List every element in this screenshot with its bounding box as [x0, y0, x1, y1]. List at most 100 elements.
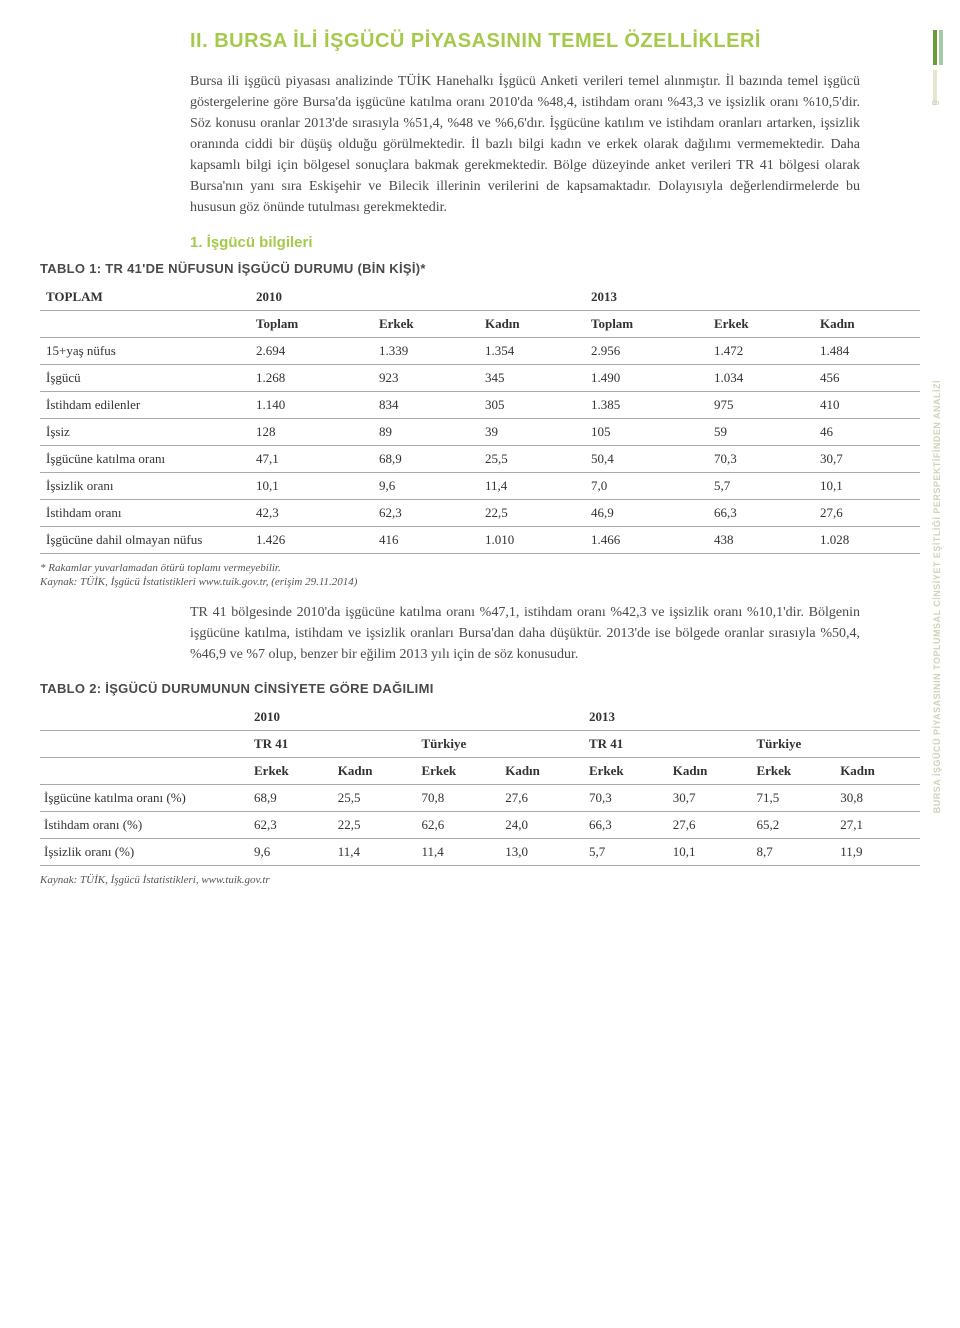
table-cell: 1.140 [250, 392, 373, 419]
t2-h2-c2: Türkiye [417, 731, 584, 758]
table-cell: 10,1 [669, 839, 753, 866]
table2-header-row1: 2010 2013 [40, 704, 920, 731]
table-cell: 1.268 [250, 365, 373, 392]
table2-header-row2: TR 41 Türkiye TR 41 Türkiye [40, 731, 920, 758]
table-cell: 1.385 [585, 392, 708, 419]
t2-h3-c5: Erkek [585, 758, 669, 785]
table-cell: İşgücüne katılma oranı [40, 446, 250, 473]
table-cell: 410 [814, 392, 920, 419]
table-cell: 47,1 [250, 446, 373, 473]
table-cell: 46,9 [585, 500, 708, 527]
table-cell: 105 [585, 419, 708, 446]
table-cell: 10,1 [814, 473, 920, 500]
table-cell: 11,4 [417, 839, 501, 866]
t2-h3-c3: Erkek [417, 758, 501, 785]
table-cell: 27,6 [814, 500, 920, 527]
table1-header-row1: TOPLAM 2010 2013 [40, 284, 920, 311]
table-cell: 25,5 [479, 446, 585, 473]
table1-h1-c1: 2010 [250, 284, 585, 311]
table-cell: 11,4 [334, 839, 418, 866]
table-cell: 24,0 [501, 812, 585, 839]
table-cell: İşgücüne katılma oranı (%) [40, 785, 250, 812]
table-cell: 30,8 [836, 785, 920, 812]
table-cell: 46 [814, 419, 920, 446]
table-cell: 65,2 [752, 812, 836, 839]
table-cell: 71,5 [752, 785, 836, 812]
table-cell: 834 [373, 392, 479, 419]
table-row: İstihdam oranı42,362,322,546,966,327,6 [40, 500, 920, 527]
table1-title: TABLO 1: TR 41'DE NÜFUSUN İŞGÜCÜ DURUMU … [40, 261, 920, 276]
table-cell: 5,7 [708, 473, 814, 500]
table1: TOPLAM 2010 2013 Toplam Erkek Kadın Topl… [40, 284, 920, 554]
t2-h3-c4: Kadın [501, 758, 585, 785]
t2-h3-c7: Erkek [752, 758, 836, 785]
table-cell: 1.466 [585, 527, 708, 554]
t2-h2-c4: Türkiye [752, 731, 920, 758]
table-cell: 975 [708, 392, 814, 419]
table-cell: İşsizlik oranı [40, 473, 250, 500]
table-row: İstihdam oranı (%)62,322,562,624,066,327… [40, 812, 920, 839]
table-cell: 50,4 [585, 446, 708, 473]
table-cell: İşgücü [40, 365, 250, 392]
table-cell: 345 [479, 365, 585, 392]
table1-h2-c0 [40, 311, 250, 338]
table1-h2-c2: Erkek [373, 311, 479, 338]
table-cell: 1.010 [479, 527, 585, 554]
table-cell: 8,7 [752, 839, 836, 866]
table1-h2-c6: Kadın [814, 311, 920, 338]
table-row: İşgücü1.2689233451.4901.034456 [40, 365, 920, 392]
t2-h3-c2: Kadın [334, 758, 418, 785]
table-cell: İstihdam edilenler [40, 392, 250, 419]
table-cell: İstihdam oranı [40, 500, 250, 527]
table-cell: 66,3 [585, 812, 669, 839]
table1-h1-c2: 2013 [585, 284, 920, 311]
table2-header-row3: Erkek Kadın Erkek Kadın Erkek Kadın Erke… [40, 758, 920, 785]
table-cell: 70,3 [708, 446, 814, 473]
table-cell: İşsizlik oranı (%) [40, 839, 250, 866]
t2-h1-c2: 2013 [585, 704, 920, 731]
side-publication-title: BURSA İŞGÜCÜ PİYASASININ TOPLUMSAL CİNSİ… [932, 380, 942, 813]
table-cell: 68,9 [250, 785, 334, 812]
table2: 2010 2013 TR 41 Türkiye TR 41 Türkiye Er… [40, 704, 920, 866]
table1-h1-c0: TOPLAM [40, 284, 250, 311]
table1-footnote2: Kaynak: TÜİK, İşgücü İstatistikleri www.… [40, 576, 920, 588]
t2-h2-c1: TR 41 [250, 731, 417, 758]
table2-footnote: Kaynak: TÜİK, İşgücü İstatistikleri, www… [40, 874, 920, 886]
table1-h2-c3: Kadın [479, 311, 585, 338]
table-cell: 1.472 [708, 338, 814, 365]
table-cell: 39 [479, 419, 585, 446]
table-cell: 1.034 [708, 365, 814, 392]
table-row: İşgücüne katılma oranı47,168,925,550,470… [40, 446, 920, 473]
table1-h2-c4: Toplam [585, 311, 708, 338]
table-cell: 62,3 [250, 812, 334, 839]
table-cell: 68,9 [373, 446, 479, 473]
table-cell: İstihdam oranı (%) [40, 812, 250, 839]
t2-h1-c0 [40, 704, 250, 731]
table-cell: 66,3 [708, 500, 814, 527]
table-cell: 59 [708, 419, 814, 446]
table-cell: 11,4 [479, 473, 585, 500]
table-cell: İşsiz [40, 419, 250, 446]
table-cell: 9,6 [373, 473, 479, 500]
table-cell: 27,1 [836, 812, 920, 839]
table1-footnote1: * Rakamlar yuvarlamadan ötürü toplamı ve… [40, 562, 920, 574]
t2-h1-c1: 2010 [250, 704, 585, 731]
table-cell: 22,5 [479, 500, 585, 527]
t2-h3-c1: Erkek [250, 758, 334, 785]
table1-h2-c5: Erkek [708, 311, 814, 338]
table-cell: 1.354 [479, 338, 585, 365]
table-cell: 5,7 [585, 839, 669, 866]
table-cell: 11,9 [836, 839, 920, 866]
table-row: 15+yaş nüfus2.6941.3391.3542.9561.4721.4… [40, 338, 920, 365]
table-cell: 15+yaş nüfus [40, 338, 250, 365]
table-cell: 2.694 [250, 338, 373, 365]
table-cell: 1.028 [814, 527, 920, 554]
t2-h2-c0 [40, 731, 250, 758]
table-cell: 27,6 [501, 785, 585, 812]
table-cell: 305 [479, 392, 585, 419]
table-row: İşgücüne dahil olmayan nüfus1.4264161.01… [40, 527, 920, 554]
table2-title: TABLO 2: İŞGÜCÜ DURUMUNUN CİNSİYETE GÖRE… [40, 681, 920, 696]
table-cell: 62,6 [417, 812, 501, 839]
intro-paragraph: Bursa ili işgücü piyasası analizinde TÜİ… [190, 71, 860, 218]
table-cell: 1.426 [250, 527, 373, 554]
